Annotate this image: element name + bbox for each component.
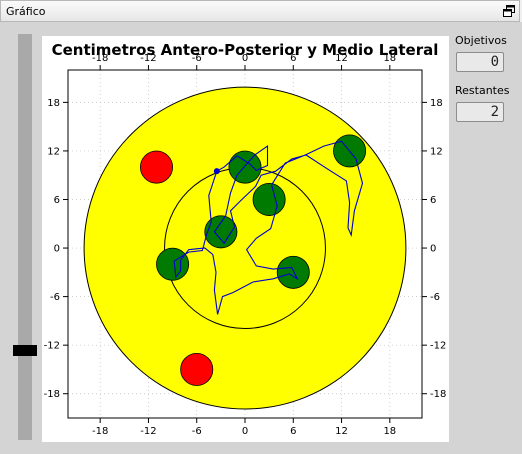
- y-tick-label-left: -12: [44, 341, 60, 352]
- target-done: [229, 151, 261, 183]
- x-tick-label-bottom: 18: [383, 426, 396, 437]
- y-tick-label-right: -18: [430, 389, 446, 400]
- target-pending: [181, 353, 213, 385]
- x-tick-label-top: 12: [335, 53, 348, 64]
- current-position-marker: [214, 168, 220, 174]
- y-tick-label-left: -18: [44, 389, 60, 400]
- window-title: Gráfico: [6, 5, 46, 18]
- target-done: [277, 256, 309, 288]
- x-tick-label-bottom: -12: [140, 426, 156, 437]
- x-tick-label-bottom: 0: [242, 426, 248, 437]
- target-done: [253, 183, 285, 215]
- y-tick-label-right: 12: [430, 146, 443, 157]
- vertical-slider[interactable]: [18, 34, 32, 440]
- y-tick-label-left: -6: [50, 292, 60, 303]
- x-tick-label-top: -6: [192, 53, 202, 64]
- x-tick-label-bottom: 6: [290, 426, 296, 437]
- y-tick-label-right: 0: [430, 244, 436, 255]
- y-tick-label-right: -6: [430, 292, 440, 303]
- target-done: [157, 248, 189, 280]
- x-tick-label-bottom: -18: [92, 426, 108, 437]
- x-tick-label-top: 0: [242, 53, 248, 64]
- float-restore-icon[interactable]: [503, 5, 515, 17]
- y-tick-label-right: 6: [430, 195, 436, 206]
- dock-titlebar: Gráfico: [0, 0, 520, 22]
- restantes-label: Restantes: [455, 84, 509, 97]
- x-tick-label-bottom: 12: [335, 426, 348, 437]
- x-tick-label-top: 18: [383, 53, 396, 64]
- slider-handle[interactable]: [13, 345, 37, 356]
- y-tick-label-left: 18: [47, 98, 60, 109]
- zones: [84, 87, 406, 409]
- target-done: [205, 216, 237, 248]
- x-tick-label-top: -18: [92, 53, 108, 64]
- chart-area: Centimetros Antero-Posterior y Medio Lat…: [42, 36, 449, 442]
- x-tick-label-top: -12: [140, 53, 156, 64]
- x-tick-label-bottom: -6: [192, 426, 202, 437]
- y-tick-label-left: 6: [54, 195, 60, 206]
- target-pending: [140, 151, 172, 183]
- y-tick-label-left: 0: [54, 244, 60, 255]
- objetivos-label: Objetivos: [455, 34, 507, 47]
- zone-outer: [84, 87, 406, 409]
- x-tick-label-top: 6: [290, 53, 296, 64]
- cop-chart: Centimetros Antero-Posterior y Medio Lat…: [42, 36, 449, 442]
- objetivos-display: 0: [456, 52, 504, 72]
- y-tick-label-right: 18: [430, 98, 443, 109]
- y-tick-label-right: -12: [430, 341, 446, 352]
- restantes-display: 2: [456, 102, 504, 122]
- y-tick-label-left: 12: [47, 146, 60, 157]
